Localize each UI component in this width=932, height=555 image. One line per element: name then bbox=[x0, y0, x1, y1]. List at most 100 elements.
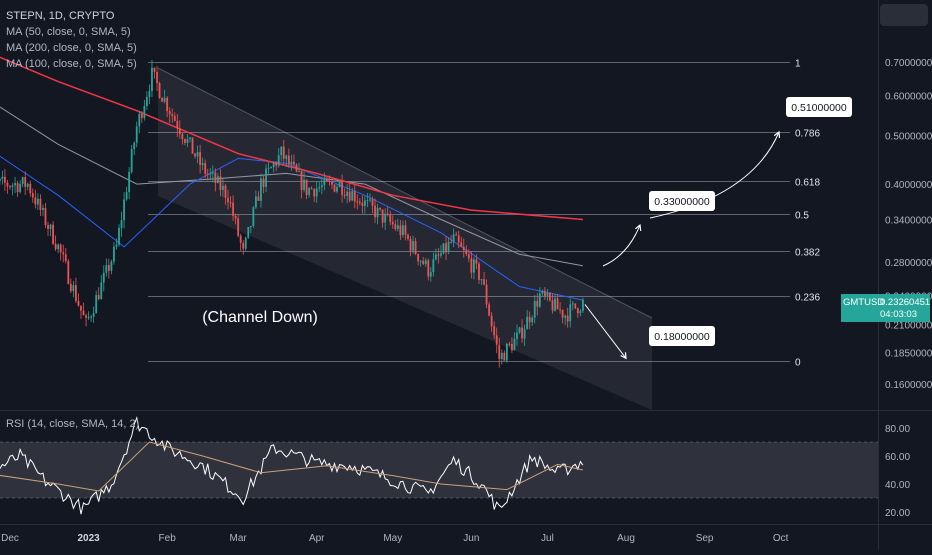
candle-body bbox=[389, 214, 392, 222]
candle-body bbox=[341, 181, 343, 195]
candle-body bbox=[358, 202, 361, 204]
rsi-pane-bg bbox=[0, 411, 878, 524]
candle-body bbox=[199, 152, 202, 165]
ma50-line bbox=[0, 155, 584, 301]
candle-body bbox=[429, 272, 432, 277]
candle-body bbox=[21, 177, 24, 184]
candle-body bbox=[34, 197, 37, 205]
candle-body bbox=[503, 352, 506, 361]
rsi-ma-line bbox=[0, 441, 584, 492]
arrow-to-033 bbox=[602, 224, 641, 267]
candle-body bbox=[36, 198, 39, 205]
candle-body bbox=[579, 310, 582, 314]
candle-body bbox=[148, 91, 151, 97]
candle-body bbox=[523, 329, 526, 339]
candle-body bbox=[300, 171, 303, 190]
time-axis-tick-label: Mar bbox=[230, 533, 248, 544]
candle-body bbox=[153, 67, 156, 72]
candle-body bbox=[135, 126, 138, 143]
candle-body bbox=[455, 234, 458, 236]
channel-down-annotation: (Channel Down) bbox=[202, 309, 318, 326]
candle-body bbox=[267, 167, 270, 169]
chart-legend: STEPN, 1D, CRYPTO MA (50, close, 0, SMA,… bbox=[6, 8, 137, 72]
candle-body bbox=[437, 254, 440, 256]
candle-body bbox=[452, 234, 455, 243]
candle-body bbox=[194, 153, 196, 157]
candle-body bbox=[11, 185, 14, 188]
candle-body bbox=[110, 261, 113, 271]
candle-body bbox=[308, 188, 311, 195]
candle-body bbox=[178, 128, 181, 135]
candle-body bbox=[571, 303, 574, 305]
candle-body bbox=[77, 300, 80, 306]
candle-body bbox=[173, 115, 176, 121]
candle-body bbox=[323, 178, 326, 186]
candle-body bbox=[249, 225, 252, 227]
candle-body bbox=[516, 332, 518, 339]
candle-body bbox=[59, 244, 62, 253]
legend-ma200: MA (200, close, 0, SMA, 5) bbox=[6, 42, 137, 54]
candle-body bbox=[219, 176, 222, 190]
candle-body bbox=[62, 252, 65, 255]
candle-body bbox=[526, 316, 529, 330]
candle-body bbox=[287, 155, 290, 165]
candle-body bbox=[90, 316, 93, 318]
candle-body bbox=[554, 298, 556, 311]
candle-body bbox=[391, 221, 394, 225]
candles-group bbox=[0, 59, 584, 368]
legend-ma100: MA (100, close, 0, SMA, 5) bbox=[6, 58, 137, 70]
candle-body bbox=[234, 215, 237, 219]
target-051-callout: 0.51000000 bbox=[786, 97, 852, 117]
candle-body bbox=[561, 309, 564, 318]
top-right-button[interactable] bbox=[880, 4, 928, 26]
candle-body bbox=[100, 282, 103, 300]
candle-body bbox=[272, 163, 275, 168]
target-033-callout-box bbox=[649, 191, 715, 211]
candle-body bbox=[69, 283, 72, 292]
candle-body bbox=[396, 225, 399, 229]
candle-body bbox=[97, 295, 100, 300]
candle-body bbox=[541, 290, 544, 294]
candle-body bbox=[320, 185, 323, 188]
time-axis-tick-label: Apr bbox=[309, 533, 325, 544]
candle-body bbox=[457, 235, 460, 243]
candle-body bbox=[434, 254, 437, 260]
target-033-callout: 0.33000000 bbox=[649, 191, 715, 211]
candle-body bbox=[49, 224, 52, 229]
candle-body bbox=[505, 343, 508, 361]
candle-body bbox=[285, 155, 288, 159]
candle-body bbox=[422, 260, 425, 265]
candle-body bbox=[513, 338, 516, 351]
fib-level-label: 0.5 bbox=[795, 211, 809, 222]
candle-body bbox=[145, 96, 148, 107]
ma100-line bbox=[0, 106, 583, 267]
candle-body bbox=[549, 292, 551, 301]
candle-body bbox=[265, 168, 267, 187]
candle-body bbox=[161, 97, 163, 102]
rsi-line bbox=[0, 416, 584, 515]
candle-body bbox=[538, 293, 541, 307]
candle-body bbox=[369, 199, 371, 201]
price-tag-countdown: 04:03:03 bbox=[880, 309, 917, 320]
candle-body bbox=[0, 178, 1, 181]
candle-body bbox=[237, 218, 240, 236]
candle-body bbox=[282, 146, 285, 159]
candle-body bbox=[9, 186, 11, 188]
rsi-axis-tick-label: 80.00 bbox=[885, 424, 910, 435]
candle-body bbox=[353, 191, 356, 202]
candle-body bbox=[574, 303, 577, 309]
arrow-head bbox=[773, 130, 781, 139]
candle-body bbox=[295, 164, 298, 172]
candle-body bbox=[191, 137, 194, 154]
candle-body bbox=[31, 193, 34, 198]
arrow-to-018 bbox=[584, 304, 627, 359]
candle-body bbox=[465, 250, 468, 255]
candle-body bbox=[260, 178, 262, 201]
candle-body bbox=[171, 114, 174, 116]
candle-body bbox=[531, 317, 534, 323]
candle-body bbox=[227, 197, 229, 203]
candle-body bbox=[140, 113, 143, 118]
